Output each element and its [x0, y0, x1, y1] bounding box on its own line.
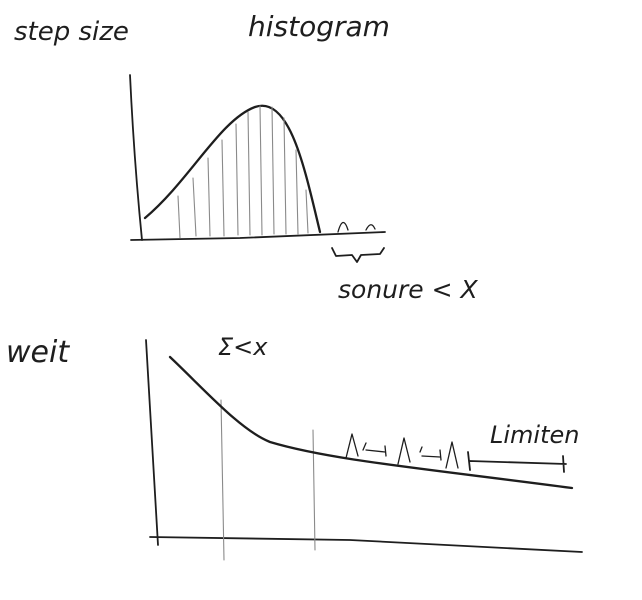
weight-x-axis [149, 536, 583, 553]
histogram-curve [143, 104, 322, 234]
histogram-sketch: step size histogram sonure < X [14, 10, 479, 304]
label-step-size: step size [14, 17, 129, 47]
label-histogram-title: histogram [248, 10, 390, 43]
histogram-tail-bracket [331, 247, 385, 263]
label-limiten: Limiten [490, 421, 579, 449]
histogram-tail-bumps [337, 221, 376, 233]
label-tail-annotation: sonure < X [338, 275, 479, 304]
label-weit: weit [6, 335, 70, 370]
weight-y-axis [145, 339, 159, 546]
limit-interval [467, 451, 567, 473]
histogram-hatch-lines [177, 105, 309, 239]
histogram-x-axis [130, 231, 386, 241]
histogram-y-axis [129, 74, 143, 241]
weight-curve [168, 355, 574, 490]
weight-sketch: weit Σ<x Limiten [6, 333, 583, 561]
weight-spikes [345, 433, 459, 469]
label-sum-less-x: Σ<x [218, 333, 268, 361]
weight-guide-line-1 [220, 399, 225, 561]
weight-guide-line-2 [312, 429, 316, 551]
